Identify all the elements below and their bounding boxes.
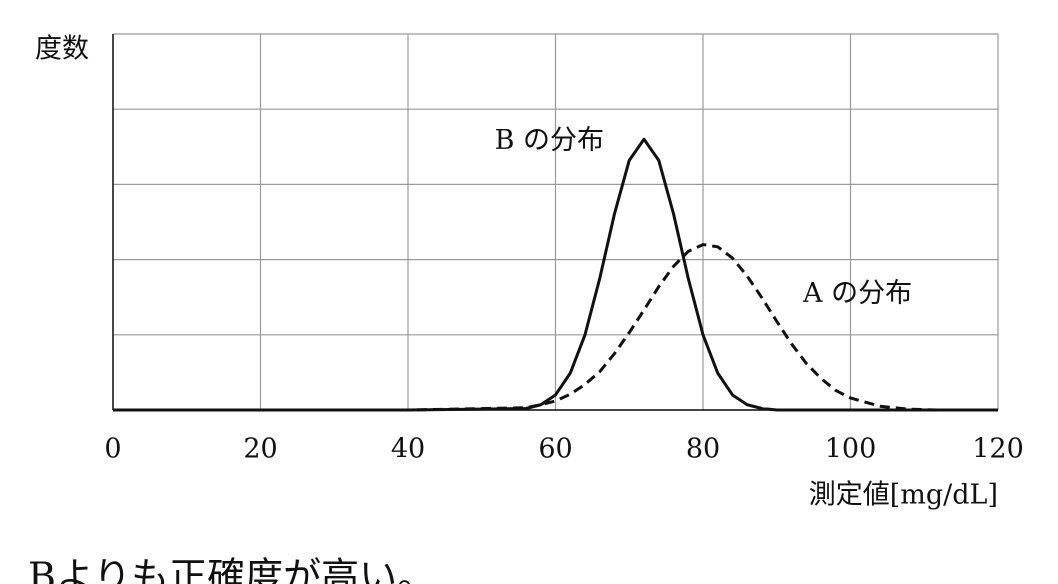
x-tick-label: 120 [972,434,1024,465]
x-tick-label: 60 [538,434,572,465]
x-tick-label: 40 [391,434,425,465]
caption: Bよりも正確度が高い。 [28,555,435,584]
x-tick-label: 100 [825,434,877,465]
x-tick-label: 80 [686,434,720,465]
series-line [113,137,998,412]
x-tick-label: 0 [104,434,121,465]
x-tick-label: 20 [243,434,277,465]
series-line [113,243,998,412]
series-label: A の分布 [802,278,912,309]
y-axis-label: 度数 [35,34,89,65]
x-axis-label: 測定値[mg/dL] [809,480,998,511]
series-label: B の分布 [495,125,604,156]
